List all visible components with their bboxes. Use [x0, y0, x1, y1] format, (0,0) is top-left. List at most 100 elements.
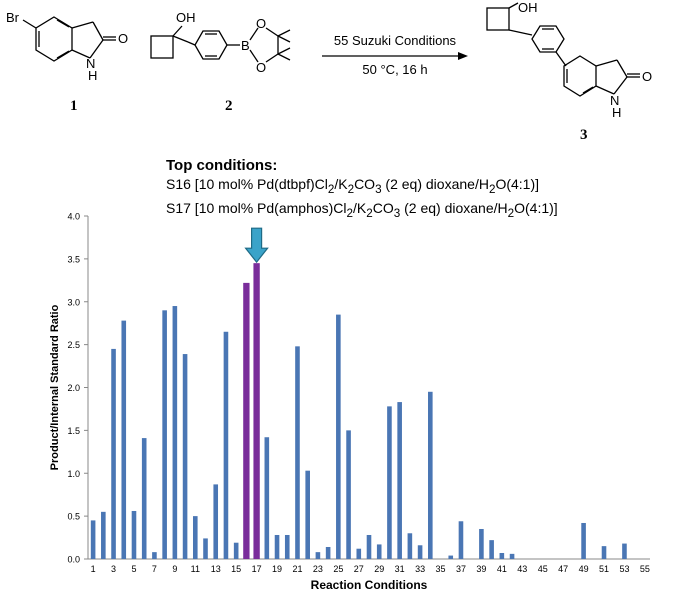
compound-2-structure — [150, 25, 291, 63]
oxygen-atom-2b: O — [256, 60, 266, 75]
x-tick-label: 31 — [395, 564, 405, 574]
bar-condition-41 — [499, 552, 505, 559]
bar-condition-49 — [581, 522, 586, 559]
y-axis-ticks: 0.0 0.5 1.0 1.5 2.0 2.5 3.0 3.5 4.0 — [67, 212, 88, 565]
x-tick-label: 43 — [517, 564, 527, 574]
y-tick-label: 4.0 — [67, 212, 80, 222]
bar-condition-16 — [243, 282, 250, 559]
x-tick-label: 49 — [579, 564, 589, 574]
hydrogen-atom-3: H — [612, 105, 621, 120]
x-tick-label: 47 — [558, 564, 568, 574]
x-tick-label: 11 — [191, 564, 200, 574]
hydroxyl-group-2: OH — [176, 10, 196, 25]
y-tick-label: 3.0 — [67, 297, 80, 307]
bar-condition-19 — [274, 534, 280, 559]
x-tick-label: 29 — [374, 564, 384, 574]
bar-condition-9 — [172, 306, 178, 559]
y-tick-label: 0.5 — [67, 512, 80, 522]
y-tick-label: 1.5 — [67, 426, 80, 436]
y-axis-label: Product/Internal Standard Ratio — [49, 304, 61, 470]
oxygen-atom-3: O — [642, 69, 652, 84]
bar-condition-3 — [111, 348, 116, 559]
bar-condition-25 — [336, 314, 341, 559]
x-tick-label: 53 — [619, 564, 629, 574]
x-tick-label: 9 — [172, 564, 177, 574]
nitrogen-atom-1: N — [86, 56, 95, 71]
bar-condition-23 — [315, 552, 321, 559]
condition-text: 50 °C, 16 h — [362, 62, 427, 77]
x-tick-label: 39 — [476, 564, 486, 574]
x-axis-label: Reaction Conditions — [311, 578, 428, 592]
y-tick-label: 1.0 — [67, 469, 80, 479]
bar-condition-31 — [397, 402, 402, 559]
top-conditions-box: Top conditions: S16 [10 mol% Pd(dtbpf)Cl… — [166, 157, 558, 223]
bar-condition-32 — [407, 533, 413, 559]
top-conditions-heading: Top conditions: — [166, 157, 278, 174]
down-arrow-icon — [244, 227, 269, 264]
x-axis-ticks: 1 3 5 7 9 11 13 15 17 19 21 23 25 27 29 31 33 35 37 39 41 43 4… — [91, 564, 650, 574]
x-tick-label: 33 — [415, 564, 425, 574]
compound-1-label: 1 — [70, 98, 78, 114]
bar-condition-15 — [233, 542, 239, 559]
bar-condition-28 — [366, 534, 372, 559]
x-tick-label: 7 — [152, 564, 157, 574]
x-tick-label: 15 — [231, 564, 241, 574]
bar-condition-39 — [479, 528, 484, 559]
x-tick-label: 37 — [456, 564, 466, 574]
x-tick-label: 45 — [538, 564, 548, 574]
bar-condition-33 — [417, 545, 423, 559]
bar-condition-11 — [192, 516, 198, 559]
bar-condition-17 — [253, 263, 260, 559]
x-tick-label: 25 — [333, 564, 343, 574]
y-tick-label: 3.5 — [67, 254, 80, 264]
bar-condition-6 — [141, 438, 147, 559]
y-tick-label: 2.0 — [67, 383, 80, 393]
x-tick-label: 5 — [131, 564, 136, 574]
reaction-arrowhead — [458, 52, 468, 60]
bar-condition-5 — [131, 510, 137, 559]
compound-3-structure — [486, 2, 640, 97]
bar-condition-14 — [223, 331, 229, 559]
oxygen-atom-1: O — [118, 31, 128, 46]
hydroxyl-group-3: OH — [518, 0, 538, 15]
bar-condition-37 — [458, 521, 464, 559]
bar-condition-12 — [203, 538, 208, 559]
bar-condition-22 — [305, 470, 310, 559]
bar-condition-1 — [90, 520, 96, 559]
hydrogen-atom-1: H — [88, 68, 97, 83]
reaction-scheme: Br N H O 1 OH B O O 2 55 Suzuki Conditio… — [6, 0, 652, 143]
bar-condition-36 — [448, 555, 454, 559]
x-tick-label: 55 — [640, 564, 650, 574]
bar-condition-27 — [356, 548, 362, 559]
x-tick-label: 3 — [111, 564, 116, 574]
bar-condition-53 — [622, 543, 627, 559]
x-tick-label: 41 — [497, 564, 507, 574]
boron-atom: B — [241, 38, 250, 53]
reagent-text: 55 Suzuki Conditions — [334, 33, 457, 48]
x-tick-label: 13 — [211, 564, 221, 574]
bar-condition-2 — [101, 511, 106, 559]
top-condition-s17: S17 [10 mol% Pd(amphos)Cl2/K2CO3 (2 eq) … — [166, 199, 558, 220]
compound-1-structure — [22, 16, 116, 62]
x-tick-label: 21 — [292, 564, 302, 574]
bar-condition-4 — [121, 320, 127, 559]
bar-condition-42 — [509, 553, 515, 559]
x-tick-label: 27 — [354, 564, 364, 574]
bar-condition-51 — [601, 546, 607, 559]
bar-condition-34 — [428, 391, 433, 559]
nitrogen-atom-3: N — [610, 93, 619, 108]
y-tick-label: 2.5 — [67, 340, 80, 350]
bar-condition-26 — [346, 430, 351, 559]
bar-condition-8 — [162, 310, 167, 559]
y-tick-label: 0.0 — [67, 555, 80, 565]
bar-condition-29 — [376, 544, 382, 559]
bar-condition-40 — [489, 540, 494, 559]
x-tick-label: 51 — [599, 564, 609, 574]
top-condition-s16: S16 [10 mol% Pd(dtbpf)Cl2/K2CO3 (2 eq) d… — [166, 176, 540, 196]
bar-condition-13 — [213, 484, 219, 559]
compound-2-label: 2 — [225, 98, 233, 114]
compound-3-label: 3 — [580, 127, 588, 143]
bar-condition-18 — [264, 437, 270, 559]
bar-series — [90, 263, 627, 559]
